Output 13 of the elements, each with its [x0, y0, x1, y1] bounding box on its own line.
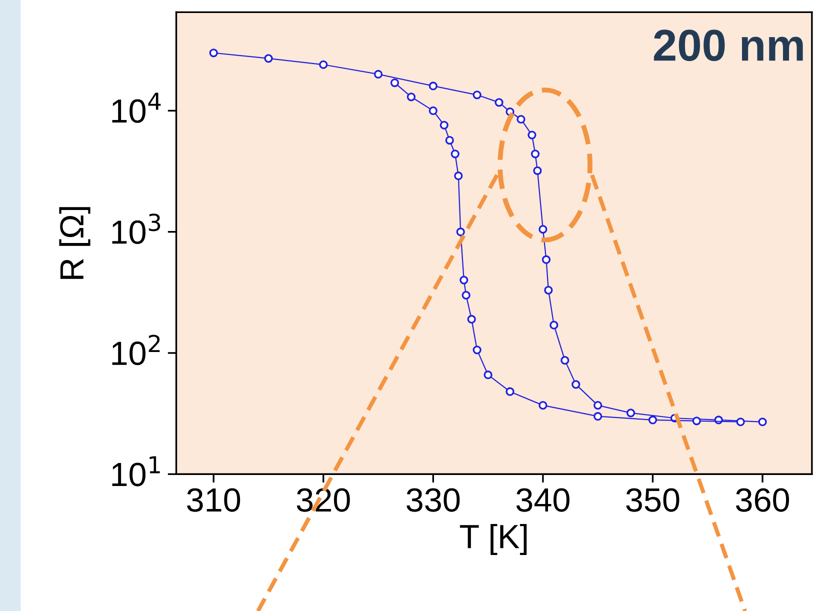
y-tick-label: 10$^{3}$ — [112, 214, 160, 244]
y-tick-label: 10$^{1}$ — [112, 456, 160, 486]
x-tick-label: 360 — [736, 488, 790, 512]
x-tick-label: 340 — [516, 488, 570, 512]
y-tick-label: 10$^{2}$ — [112, 334, 160, 366]
y-tick-label: 10$^{4}$ — [112, 92, 161, 123]
y-axis-title: R [Ω] — [59, 207, 90, 279]
x-axis-title: T [K] — [460, 524, 527, 556]
x-tick-label: 330 — [406, 488, 460, 512]
x-tick-label: 320 — [296, 488, 350, 512]
x-tick-label: 350 — [626, 488, 680, 512]
x-tick-label: 310 — [187, 488, 240, 512]
annotation: 200 nm — [654, 30, 803, 62]
